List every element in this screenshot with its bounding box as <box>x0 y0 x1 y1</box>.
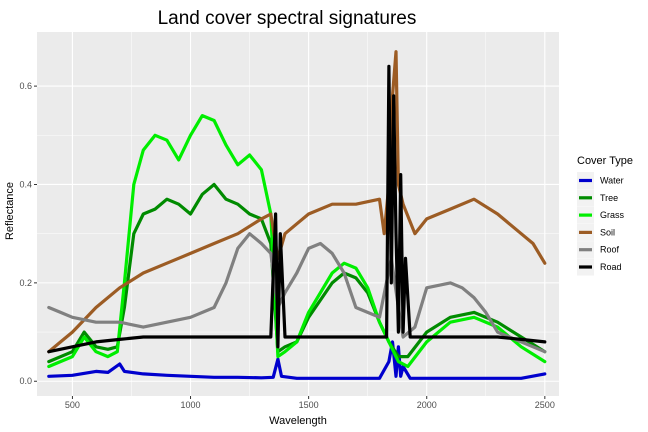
chart-title: Land cover spectral signatures <box>158 8 417 29</box>
legend-label: Road <box>600 262 622 272</box>
legend-label: Soil <box>600 227 615 237</box>
x-tick-label: 500 <box>65 400 80 410</box>
series-lines <box>47 50 547 380</box>
x-tick-label: 1000 <box>181 400 201 410</box>
legend-label: Grass <box>600 210 625 220</box>
y-tick-label: 0.2 <box>19 278 32 288</box>
x-axis-title: Wavelength <box>269 415 327 427</box>
legend: Cover Type Water Tree Grass Soil Roof Road <box>577 155 633 276</box>
legend-label: Water <box>600 176 624 186</box>
series-line-water <box>47 340 547 380</box>
x-axis: 500 1000 1500 2000 2500 <box>65 396 555 410</box>
series-line-road <box>47 64 547 354</box>
y-tick-label: 0.0 <box>19 376 32 386</box>
series-line-roof <box>47 232 547 354</box>
y-tick-label: 0.6 <box>19 81 32 91</box>
x-tick-label: 2500 <box>535 400 555 410</box>
y-tick-label: 0.4 <box>19 179 32 189</box>
y-axis: 0.0 0.2 0.4 0.6 <box>19 81 37 386</box>
y-axis-title: Reflectance <box>4 182 16 240</box>
series-line-grass <box>47 113 547 369</box>
legend-title: Cover Type <box>577 155 633 167</box>
x-tick-label: 2000 <box>417 400 437 410</box>
legend-label: Roof <box>600 245 620 255</box>
x-tick-label: 1500 <box>299 400 319 410</box>
legend-label: Tree <box>600 193 618 203</box>
series-line-soil <box>47 50 547 354</box>
series-line-tree <box>47 182 547 364</box>
